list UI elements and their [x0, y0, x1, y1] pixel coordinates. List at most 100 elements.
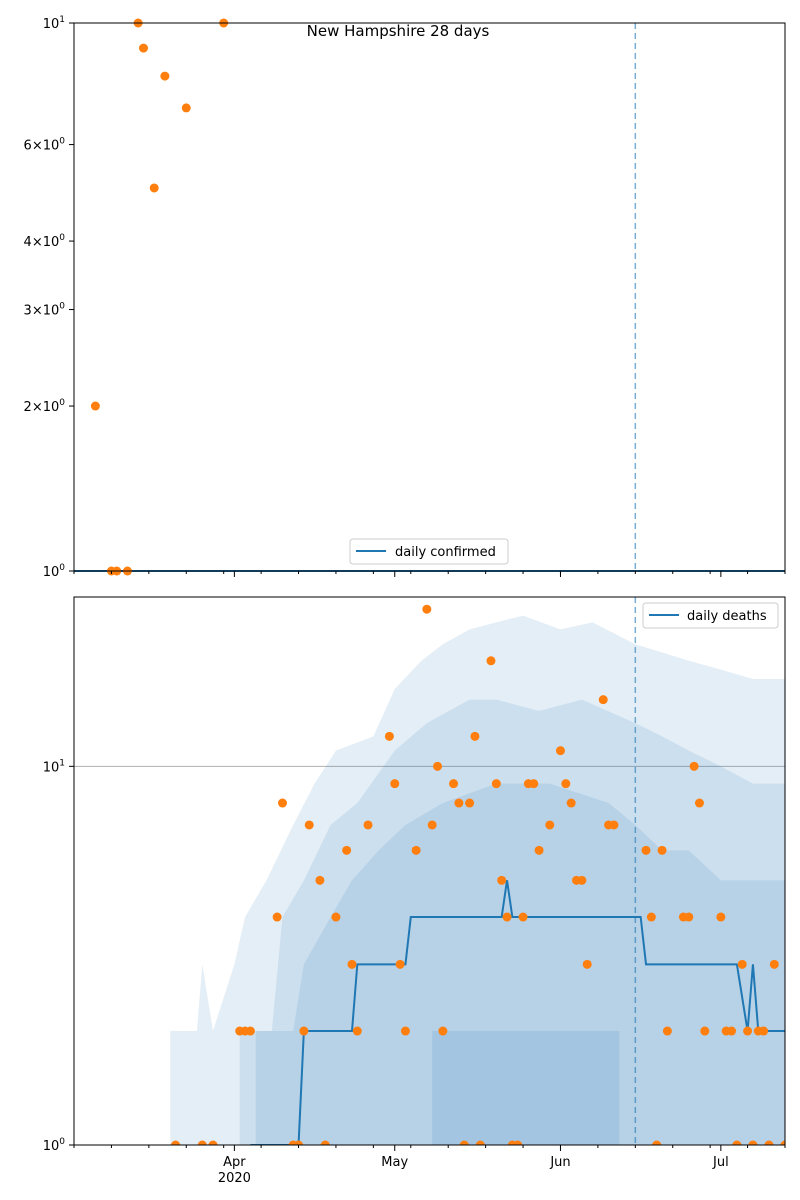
- confirmed-point: [138, 43, 148, 53]
- deaths-point: [400, 1026, 410, 1036]
- confirmed-point: [181, 103, 191, 113]
- deaths-x-tick-sublabel: 2020: [218, 1171, 251, 1186]
- deaths-point: [475, 1140, 485, 1145]
- deaths-point: [411, 845, 421, 855]
- deaths-point: [716, 912, 726, 922]
- deaths-point: [497, 875, 507, 885]
- deaths-point: [422, 604, 432, 614]
- confirmed-point: [149, 183, 159, 193]
- deaths-point: [684, 912, 694, 922]
- deaths-band-2: [239, 699, 785, 1145]
- deaths-point: [294, 1140, 304, 1145]
- confirmed-plot-area: [74, 18, 785, 576]
- deaths-point: [245, 1026, 255, 1036]
- deaths-point: [657, 845, 667, 855]
- deaths-point: [555, 746, 565, 756]
- deaths-point: [700, 1026, 710, 1036]
- confirmed-x-axis: [73, 571, 786, 577]
- deaths-point: [384, 731, 394, 741]
- deaths-point: [513, 1140, 523, 1145]
- confirmed-legend-label: daily confirmed: [395, 545, 496, 560]
- deaths-point: [352, 1026, 362, 1036]
- deaths-band-3: [255, 783, 785, 1145]
- deaths-point: [491, 779, 501, 789]
- confirmed-y-tick-label: 6×100: [24, 137, 66, 154]
- deaths-point: [641, 845, 651, 855]
- deaths-point: [689, 761, 699, 771]
- deaths-point: [764, 1140, 774, 1145]
- deaths-point: [759, 1026, 769, 1036]
- deaths-point: [598, 695, 608, 705]
- deaths-point: [780, 1140, 785, 1145]
- deaths-point: [646, 912, 656, 922]
- deaths-point: [347, 959, 357, 969]
- deaths-point: [299, 1026, 309, 1036]
- deaths-point: [566, 798, 576, 808]
- deaths-y-axis: 101 100: [43, 758, 74, 1154]
- deaths-point: [390, 779, 400, 789]
- deaths-band-1: [170, 615, 785, 1145]
- confirmed-axes: New Hampshire 28 days 100 2×100 3×100 4×100…: [24, 15, 786, 580]
- deaths-legend-box: [642, 602, 779, 629]
- deaths-y-tick-label: 100: [43, 1137, 66, 1154]
- deaths-x-tick-label: Jul: [712, 1155, 729, 1170]
- confirmed-y-tick-label: 101: [43, 15, 65, 32]
- deaths-point: [732, 1140, 742, 1145]
- confirmed-y-tick-label: 2×100: [24, 398, 66, 415]
- deaths-x-tick-label: May: [381, 1155, 408, 1170]
- deaths-point: [208, 1140, 218, 1145]
- deaths-point: [609, 820, 619, 830]
- deaths-y-tick-label: 101: [43, 758, 65, 775]
- deaths-point: [197, 1140, 207, 1145]
- deaths-point: [502, 912, 512, 922]
- deaths-point: [438, 1026, 448, 1036]
- deaths-legend-label: daily deaths: [687, 609, 767, 624]
- chart-title: New Hampshire 28 days: [307, 22, 490, 40]
- deaths-point: [449, 779, 459, 789]
- deaths-x-tick-label: Jun: [549, 1155, 570, 1170]
- deaths-point: [363, 820, 373, 830]
- deaths-point: [743, 1026, 753, 1036]
- deaths-point: [320, 1140, 330, 1145]
- deaths-point: [662, 1026, 672, 1036]
- confirmed-y-tick-label: 4×100: [24, 233, 66, 250]
- deaths-point: [272, 912, 282, 922]
- deaths-point: [433, 761, 443, 771]
- deaths-point: [331, 912, 341, 922]
- deaths-point: [652, 1140, 662, 1145]
- confirmed-point: [90, 401, 100, 411]
- deaths-legend: daily deaths: [642, 602, 779, 629]
- deaths-plot-area: [74, 597, 785, 1145]
- deaths-point: [545, 820, 555, 830]
- deaths-axes-frame: [73, 596, 786, 1146]
- deaths-point: [315, 875, 325, 885]
- confirmed-legend-box: [349, 538, 509, 565]
- deaths-point: [727, 1026, 737, 1036]
- deaths-point: [465, 798, 475, 808]
- deaths-point: [342, 845, 352, 855]
- deaths-point: [454, 798, 464, 808]
- deaths-point: [694, 798, 704, 808]
- deaths-point: [304, 820, 314, 830]
- deaths-point: [459, 1140, 469, 1145]
- deaths-point: [518, 912, 528, 922]
- deaths-point: [277, 798, 287, 808]
- confirmed-y-axis: 100 2×100 3×100 4×100 6×100 101: [24, 15, 74, 580]
- deaths-point: [427, 820, 437, 830]
- deaths-point: [561, 779, 571, 789]
- confirmed-point: [160, 71, 170, 81]
- deaths-point: [737, 959, 747, 969]
- deaths-point: [769, 959, 779, 969]
- deaths-point: [577, 875, 587, 885]
- deaths-point: [529, 779, 539, 789]
- deaths-point: [748, 1140, 758, 1145]
- confirmed-y-tick-label: 100: [43, 563, 66, 580]
- deaths-point: [470, 731, 480, 741]
- deaths-line: [250, 880, 785, 1145]
- deaths-point: [171, 1140, 181, 1145]
- confirmed-y-tick-label: 3×100: [24, 302, 66, 319]
- confirmed-axes-frame: [73, 22, 786, 572]
- confirmed-legend: daily confirmed: [349, 538, 509, 565]
